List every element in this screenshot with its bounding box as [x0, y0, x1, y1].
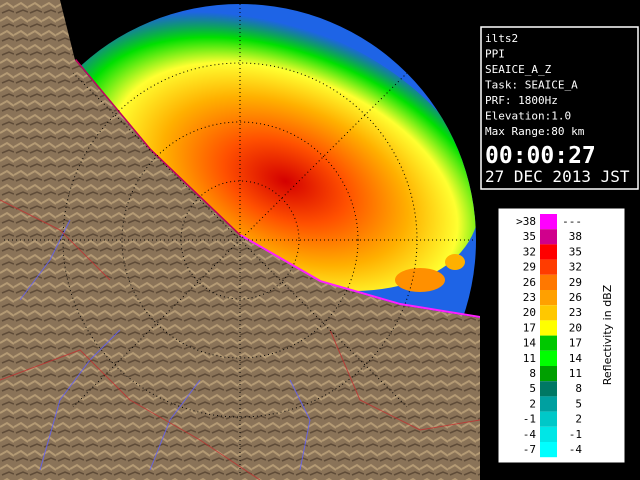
- info-panel: [480, 26, 639, 190]
- legend-swatch: [540, 229, 557, 245]
- info-line: PRF: 1800Hz: [485, 94, 558, 107]
- legend-swatch: [540, 442, 557, 458]
- legend-high: 17: [569, 337, 582, 350]
- legend-low: 14: [523, 337, 537, 350]
- legend-high: 26: [569, 291, 582, 304]
- legend-low: 32: [523, 245, 536, 258]
- legend-low: 20: [523, 306, 536, 319]
- info-line: PPI: [485, 48, 505, 61]
- legend-swatch: [540, 426, 557, 442]
- legend-swatch: [540, 335, 557, 351]
- legend-high: 5: [575, 397, 582, 410]
- legend-swatch: [540, 274, 557, 290]
- clock: 00:00:27: [485, 143, 596, 169]
- legend-swatch: [540, 396, 557, 412]
- legend-swatch: [540, 259, 557, 275]
- legend-swatch: [540, 290, 557, 306]
- legend-swatch: [540, 350, 557, 366]
- legend-high: 38: [569, 230, 582, 243]
- legend-high: 11: [569, 367, 582, 380]
- legend-swatch: [540, 320, 557, 336]
- info-line: SEAICE_A_Z: [485, 63, 552, 76]
- legend-high: 35: [569, 245, 582, 258]
- info-line: Task: SEAICE_A: [485, 79, 578, 92]
- boundaries: [0, 199, 480, 480]
- legend-high: 20: [569, 321, 582, 334]
- info-line: Elevation:1.0: [485, 110, 571, 123]
- legend-swatch: [540, 411, 557, 427]
- legend-low: >38: [516, 215, 536, 228]
- legend-high: 2: [575, 413, 582, 426]
- legend-low: 35: [523, 230, 536, 243]
- range-rings: [0, 0, 480, 480]
- legend-low: 23: [523, 291, 536, 304]
- legend-swatch: [540, 244, 557, 260]
- legend-swatch: [540, 366, 557, 382]
- legend-box: [497, 207, 626, 464]
- legend-low: -7: [523, 443, 536, 456]
- legend-swatch: [540, 381, 557, 397]
- legend-low: 5: [529, 382, 536, 395]
- legend-high: ---: [562, 215, 582, 228]
- legend-low: -4: [523, 428, 537, 441]
- legend-high: -1: [569, 428, 582, 441]
- legend-low: 8: [529, 367, 536, 380]
- legend-title: Reflectivity in dBZ: [601, 284, 614, 385]
- legend-high: 14: [569, 352, 583, 365]
- legend-swatch: [540, 214, 557, 230]
- info-text: ilts2 PPI SEAICE_A_Z Task: SEAICE_A PRF: 180…: [485, 32, 585, 138]
- info-line: Max Range:80 km: [485, 125, 585, 138]
- legend-high: 29: [569, 276, 582, 289]
- legend-swatch: [540, 305, 557, 321]
- rivers: [19, 219, 311, 471]
- legend: >38 --- 35 38 32 35 29 32 26 29 23 26 20 23 17 20 14 17 11…: [516, 214, 583, 458]
- legend-low: 29: [523, 261, 536, 274]
- legend-low: -1: [523, 413, 536, 426]
- legend-high: 23: [569, 306, 582, 319]
- info-line: ilts2: [485, 32, 518, 45]
- legend-high: 32: [569, 261, 582, 274]
- legend-low: 26: [523, 276, 536, 289]
- legend-high: 8: [575, 382, 582, 395]
- legend-low: 2: [529, 397, 536, 410]
- map: [0, 0, 480, 480]
- legend-low: 17: [523, 321, 536, 334]
- date: 27 DEC 2013 JST: [485, 167, 630, 186]
- legend-high: -4: [569, 443, 583, 456]
- legend-low: 11: [523, 352, 536, 365]
